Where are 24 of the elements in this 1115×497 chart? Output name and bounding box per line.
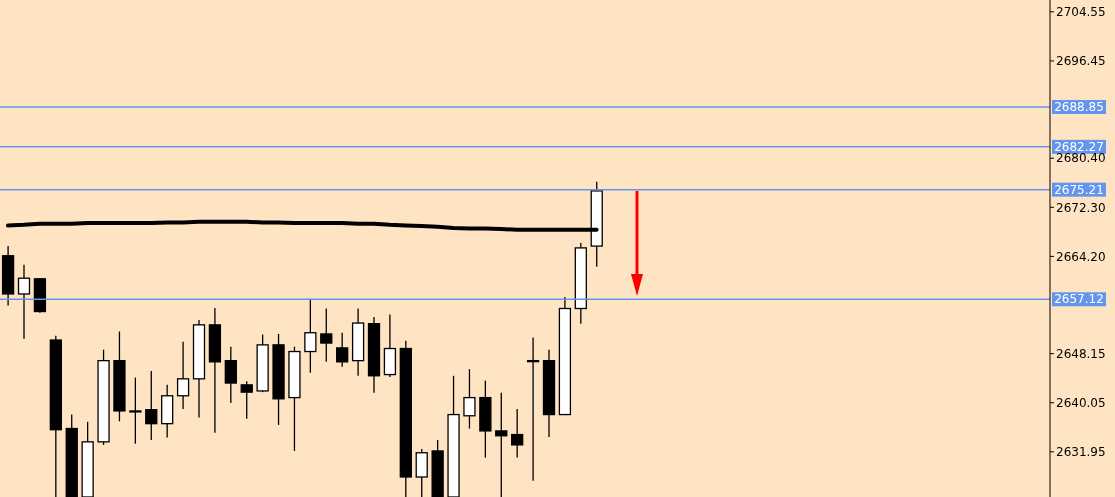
ref-line-label: 2682.27 <box>1054 139 1104 154</box>
y-tick-label: 2664.20 <box>1056 249 1106 264</box>
ref-line-label: 2688.85 <box>1054 99 1104 114</box>
y-tick-label: 2672.30 <box>1056 200 1106 215</box>
candlestick <box>240 380 253 420</box>
candlestick <box>145 370 158 441</box>
candlestick <box>224 346 237 404</box>
candlestick <box>320 307 333 363</box>
y-tick-label: 2631.95 <box>1056 445 1106 460</box>
ref-line-label: 2675.21 <box>1054 182 1104 197</box>
candlestick <box>176 341 190 410</box>
candlestick <box>511 408 524 459</box>
ref-line-label: 2657.12 <box>1054 292 1104 307</box>
candlestick <box>336 332 349 368</box>
candlestick <box>495 392 508 497</box>
y-tick-label: 2704.55 <box>1056 5 1106 20</box>
candlestick <box>304 299 317 374</box>
y-tick-label: 2648.15 <box>1056 346 1106 361</box>
y-tick-label: 2640.05 <box>1056 396 1106 411</box>
candlestick <box>463 368 476 430</box>
candlestick <box>129 376 142 445</box>
y-tick-label: 2680.40 <box>1056 151 1106 166</box>
y-tick-label: 2696.45 <box>1056 54 1106 69</box>
candlestick <box>17 264 31 340</box>
